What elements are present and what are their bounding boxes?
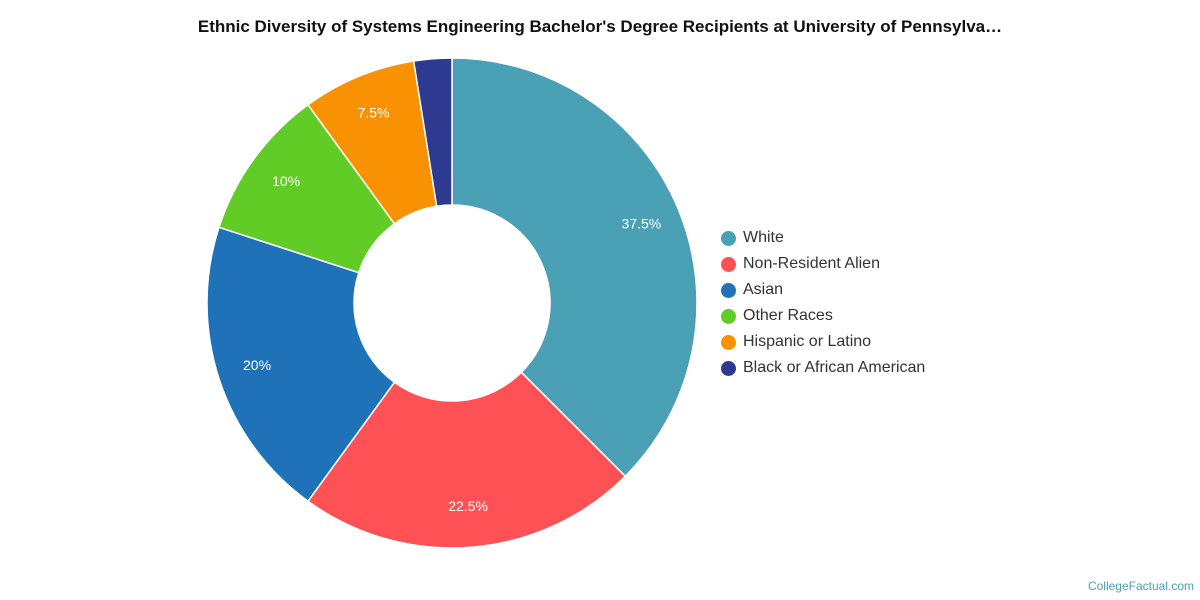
slice-white[interactable] <box>451 57 698 478</box>
slice-non-resident-alien[interactable] <box>306 371 627 549</box>
legend-swatch-icon <box>721 308 736 324</box>
slice-label-other-races: 10% <box>272 173 300 189</box>
legend-label: Other Races <box>743 307 833 324</box>
legend: White Non-Resident Alien Asian Other Races H… <box>721 228 925 378</box>
credit-link[interactable]: CollegeFactual.com <box>1087 579 1194 593</box>
legend-label: Black or African American <box>743 359 926 376</box>
slice-label-group: 37.5% 22.5% 20% 10% 7.5% <box>243 104 661 514</box>
legend-item-asian[interactable]: Asian <box>721 280 925 300</box>
slice-group <box>206 57 698 549</box>
legend-swatch-icon <box>721 230 736 246</box>
slice-label-asian: 20% <box>243 357 271 373</box>
legend-label: White <box>743 229 784 246</box>
legend-swatch-icon <box>721 334 736 350</box>
legend-swatch-icon <box>721 256 736 272</box>
legend-label: Asian <box>743 281 784 298</box>
slice-label-non-resident-alien: 22.5% <box>448 498 488 514</box>
legend-label: Non-Resident Alien <box>743 255 880 272</box>
legend-item-hispanic-or-latino[interactable]: Hispanic or Latino <box>721 332 925 352</box>
legend-item-other-races[interactable]: Other Races <box>721 306 925 326</box>
chart-title: Ethnic Diversity of Systems Engineering … <box>197 17 1003 36</box>
legend-swatch-icon <box>721 282 736 298</box>
legend-item-black-or-african-american[interactable]: Black or African American <box>721 358 925 378</box>
legend-item-non-resident-alien[interactable]: Non-Resident Alien <box>721 254 925 274</box>
slice-label-white: 37.5% <box>622 215 662 231</box>
slice-black-or-african-american[interactable] <box>412 57 453 208</box>
legend-item-white[interactable]: White <box>721 228 925 248</box>
legend-label: Hispanic or Latino <box>743 333 872 350</box>
slice-asian[interactable] <box>206 226 396 503</box>
slice-label-hispanic-or-latino: 7.5% <box>358 104 390 120</box>
legend-swatch-icon <box>721 360 736 376</box>
